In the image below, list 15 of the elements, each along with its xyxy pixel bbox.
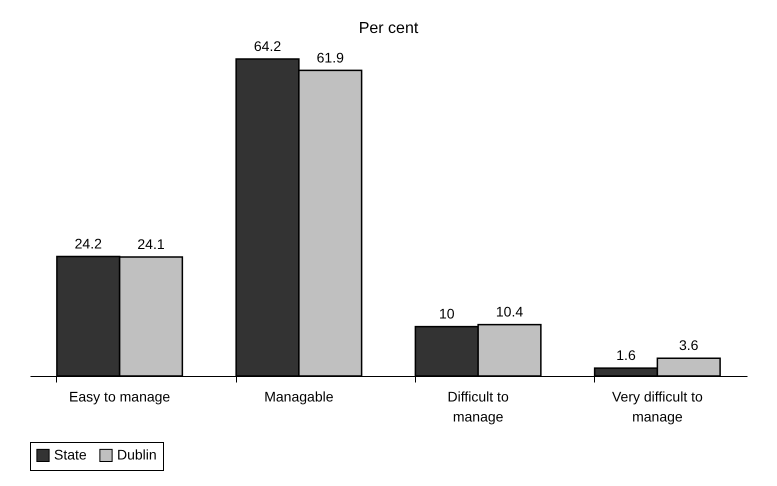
- x-tick-label: Difficult to manage: [448, 388, 509, 424]
- data-label: 24.1: [137, 236, 165, 252]
- data-label: 24.2: [74, 236, 102, 252]
- chart-title: Per cent: [358, 20, 419, 37]
- data-label: 1.6: [616, 347, 636, 364]
- x-tick-label: Managable: [264, 388, 334, 404]
- x-tick-label: Easy to manage: [69, 388, 170, 404]
- x-tick-label: Very difficult to manage: [612, 388, 703, 424]
- legend-label: Dublin: [117, 446, 157, 462]
- data-label: 10: [438, 306, 455, 322]
- legend-label: State: [54, 446, 87, 462]
- data-label: 64.2: [254, 38, 282, 54]
- data-label: 61.9: [316, 49, 344, 66]
- data-label: 3.6: [679, 337, 699, 354]
- data-label: 10.4: [496, 304, 524, 320]
